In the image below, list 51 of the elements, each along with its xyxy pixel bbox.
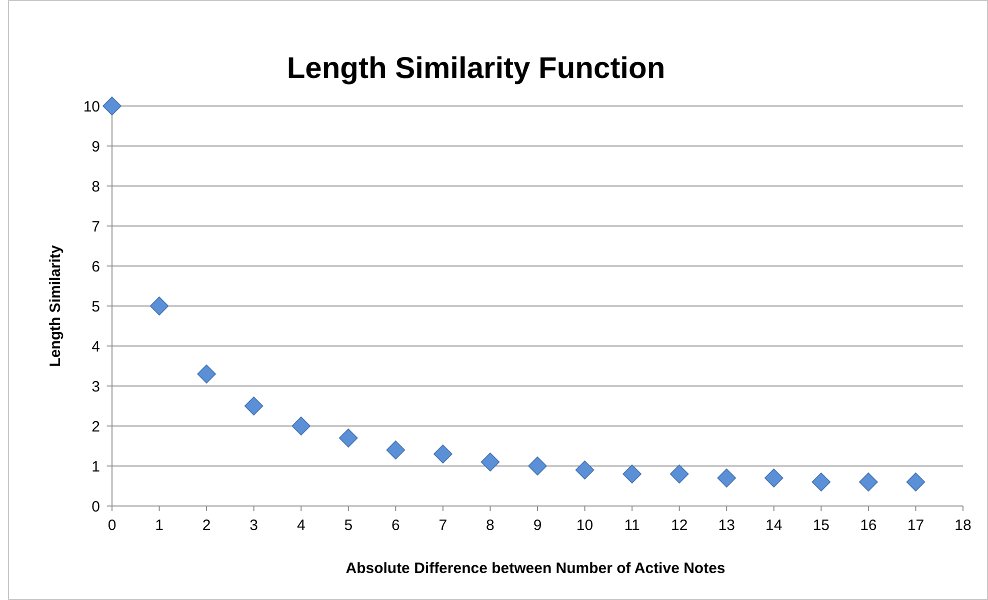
point [764,468,784,488]
x-tick-label: 4 [296,517,306,534]
point [717,468,736,488]
point [434,444,452,464]
point [670,464,689,484]
y-tick-label: 2 [92,418,100,436]
x-tick-label: 13 [718,517,735,534]
x-tick-label: 7 [438,517,448,534]
y-tick-label: 10 [83,98,100,116]
point [102,96,122,116]
x-tick-label: 3 [250,517,258,534]
x-tick-label: 18 [954,517,972,534]
x-tick-label: 10 [576,517,594,534]
x-tick-label: 16 [860,517,877,534]
point [386,440,406,460]
point [859,472,878,492]
point [812,472,831,492]
y-tick-label: 1 [92,458,100,476]
y-tick-label: 7 [92,218,100,236]
x-tick-label: 2 [202,517,211,534]
point [197,364,216,384]
x-tick-label: 0 [108,517,116,534]
y-tick-label: 3 [92,378,100,396]
x-tick-label: 14 [766,517,782,534]
y-axis-title: Length Similarity [47,244,64,367]
y-tick-label: 4 [92,338,100,356]
x-axis-title: Absolute Difference between Number of Active Notes [346,560,726,577]
point [480,452,500,472]
point [906,472,926,492]
x-tick-label: 17 [907,517,924,534]
x-tick-label: 8 [486,517,494,534]
y-tick-label: 0 [92,498,100,516]
point [528,456,547,476]
y-tick-label: 9 [92,138,100,156]
x-tick-label: 11 [624,517,640,534]
y-tick-label: 8 [92,178,100,196]
y-tick-label: 5 [92,298,100,316]
y-tick-label: 6 [92,258,100,276]
point [244,396,264,416]
point [338,428,358,448]
x-tick-label: 15 [812,517,830,534]
x-tick-label: 6 [391,517,400,534]
x-tick-label: 9 [533,517,542,534]
point [622,464,642,484]
point [575,460,594,480]
x-tick-label: 12 [670,517,688,534]
x-tick-label: 5 [344,517,353,534]
x-tick-label: 1 [155,517,164,534]
chart-title: Length Similarity Function [286,52,666,85]
point [150,296,169,316]
point [292,416,311,436]
